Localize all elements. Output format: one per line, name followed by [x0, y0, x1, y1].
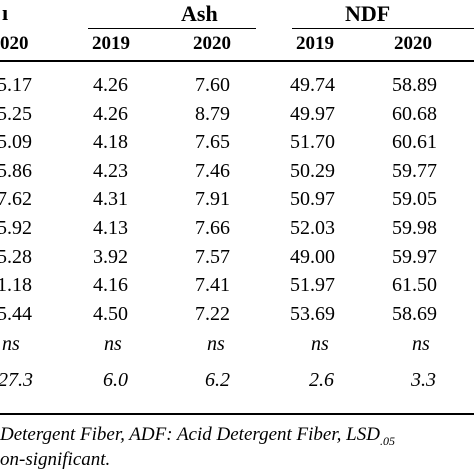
table-cell: 7.22: [195, 302, 230, 325]
table-cell: 5.17: [0, 74, 32, 96]
table-cell: 7.41: [195, 274, 230, 297]
table-cell: 7.65: [195, 131, 230, 154]
lsd-cell: 27.3: [0, 369, 33, 391]
ndf-group-rule: [292, 28, 474, 30]
table-cell: 7.57: [195, 245, 230, 268]
header-bottom-rule: [0, 60, 474, 62]
year-header-col1: 020: [0, 33, 29, 54]
table-cell: 4.23: [93, 159, 128, 182]
table-cell: 59.77: [392, 159, 437, 182]
table-cell: 4.26: [93, 74, 128, 96]
table-cell: 49.74: [290, 74, 335, 96]
significance-cell: ns: [207, 333, 225, 355]
table-cell: 4.18: [93, 131, 128, 154]
table-cell: 51.70: [290, 131, 335, 154]
year-header-col3: 2020: [193, 33, 231, 54]
lsd-cell: 6.2: [205, 369, 230, 391]
year-header-col5: 2020: [394, 33, 432, 54]
table-cell: 50.97: [290, 188, 335, 211]
table-cell: 49.97: [290, 102, 335, 125]
significance-cell: ns: [311, 333, 329, 355]
header-group-ash: Ash: [181, 1, 218, 26]
footnote-line-1-subscript: .05: [379, 434, 395, 448]
header-group-partial: ı: [2, 0, 9, 25]
lsd-cell: 2.6: [309, 369, 334, 391]
lsd-cell: 3.3: [411, 369, 436, 391]
lsd-cell: 6.0: [103, 369, 128, 391]
header-group-ndf: NDF: [345, 1, 391, 26]
table-cell: 4.26: [93, 102, 128, 125]
ash-group-rule: [88, 28, 256, 30]
table-cell: 59.05: [392, 188, 437, 211]
table-cell: 3.92: [93, 245, 128, 268]
footnote-line-2: on-significant.: [0, 449, 111, 470]
table-bottom-rule: [0, 413, 474, 415]
table-cell: 51.97: [290, 274, 335, 297]
table-cell: 1.18: [0, 274, 32, 297]
table-cell: 52.03: [290, 217, 335, 239]
table-cell: 4.16: [93, 274, 128, 297]
table-cell: 4.50: [93, 302, 128, 325]
table-cell: 5.92: [0, 217, 32, 239]
table-cell: 53.69: [290, 302, 335, 325]
table-cell: 4.13: [93, 217, 128, 239]
significance-cell: ns: [2, 333, 20, 355]
footnote-line-1: Detergent Fiber, ADF: Acid Detergent Fib…: [0, 424, 395, 447]
table-cell: 7.60: [195, 74, 230, 96]
table-cell: 5.09: [0, 131, 32, 154]
table-cell: 7.62: [0, 188, 32, 211]
year-header-col2: 2019: [92, 33, 130, 54]
table-cell: 49.00: [290, 245, 335, 268]
table-cell: 4.31: [93, 188, 128, 211]
table-cell: 7.66: [195, 217, 230, 239]
table-cell: 5.44: [0, 302, 32, 325]
table-cell: 7.46: [195, 159, 230, 182]
table-cell: 5.25: [0, 102, 32, 125]
table-cell: 59.98: [392, 217, 437, 239]
significance-cell: ns: [104, 333, 122, 355]
table-cell: 58.69: [392, 302, 437, 325]
table-cell: 5.86: [0, 159, 32, 182]
table-cell: 59.97: [392, 245, 437, 268]
significance-cell: ns: [412, 333, 430, 355]
table-cell: 61.50: [392, 274, 437, 297]
table-cell: 50.29: [290, 159, 335, 182]
table-cell: 60.61: [392, 131, 437, 154]
footnote-line-1-text: Detergent Fiber, ADF: Acid Detergent Fib…: [0, 424, 380, 445]
table-cell: 8.79: [195, 102, 230, 125]
table-cell: 7.91: [195, 188, 230, 211]
table-cell: 5.28: [0, 245, 32, 268]
table-cell: 60.68: [392, 102, 437, 125]
table-cell: 58.89: [392, 74, 437, 96]
year-header-col4: 2019: [296, 33, 334, 54]
